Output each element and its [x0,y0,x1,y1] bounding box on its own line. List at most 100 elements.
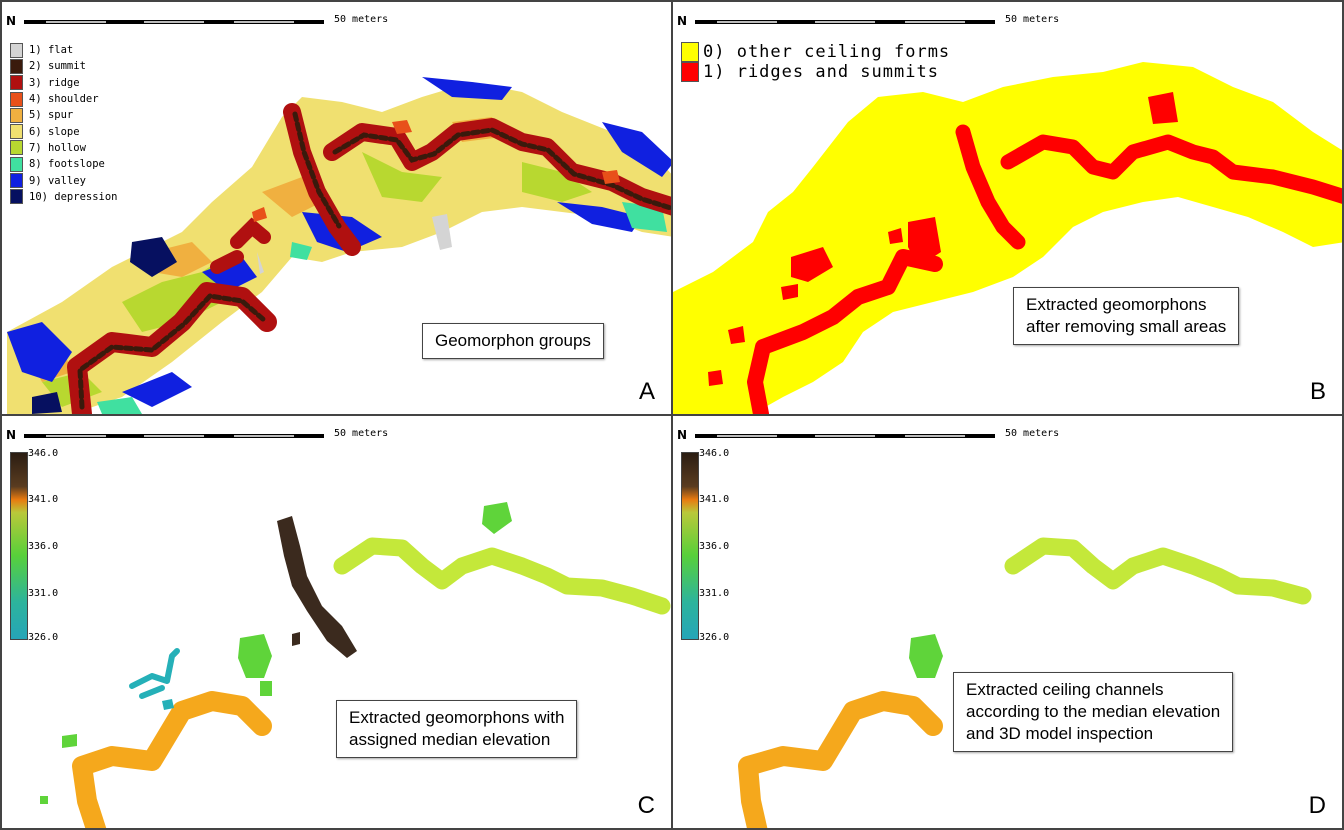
legend-label: 4) shoulder [29,93,99,106]
legend-item: 5) spur [10,107,118,123]
panel-b-extracted-geomorphons: N 50 meters 0) other ceiling forms 1) ri… [671,0,1344,416]
legend-swatch [10,75,23,91]
channel-orange [738,691,943,828]
legend-label: 5) spur [29,109,74,122]
legend-label: 1) flat [29,44,74,57]
terrain-depression [32,237,177,414]
scale-segment [46,21,106,23]
median-elevation-map [40,502,671,828]
geomorphon-map [7,77,671,414]
panel-caption: Geomorphon groups [422,323,604,360]
legend-item: 6) slope [10,123,118,140]
panel-a-geomorphon-groups: N 50 meters 1) flat 2) summit 3) ridge 4… [0,0,673,416]
scale-bar: N 50 meters [677,426,1097,448]
panel-c-median-elevation: N 50 meters 346.0 341.0 336.0 331.0 326.… [0,414,673,830]
panel-letter: D [1308,792,1326,819]
ridges-and-summits-area-2 [1000,134,1342,204]
channel-yellowgreen [333,537,671,615]
ridges-and-summits-area [747,249,943,414]
scale-segment [234,21,294,23]
legend-label: 1) ridges and summits [703,62,939,82]
scale-label: 50 meters [334,428,389,439]
channel-teal [129,648,180,699]
legend-label: 3) ridge [29,76,80,89]
channel-green [909,634,943,678]
legend-swatch [10,140,23,156]
legend-label: 0) other ceiling forms [703,42,951,62]
ridge-legend: 0) other ceiling forms 1) ridges and sum… [681,42,950,82]
colorbar-tick: 336.0 [699,541,730,552]
scale-label: 50 meters [1005,428,1060,439]
scale-bar-line [695,434,995,438]
legend-swatch [10,107,23,123]
legend-swatch [10,42,23,58]
scale-bar-line [695,20,995,24]
legend-label: 2) summit [29,60,86,73]
colorbar-tick: 336.0 [28,541,59,552]
channel-orange [72,691,272,828]
panel-d-ceiling-channels: N 50 meters 346.0 341.0 336.0 331.0 326.… [671,414,1344,830]
colorbar-tick: 331.0 [28,588,59,599]
scale-bar-line [24,20,324,24]
legend-label: 6) slope [29,125,80,138]
channel-dark [277,516,357,658]
elevation-colorbar [681,452,699,640]
legend-label: 9) valley [29,174,86,187]
scale-segment [144,21,204,23]
colorbar-tick: 341.0 [28,494,59,505]
colorbar-tick: 326.0 [699,632,730,643]
legend-swatch [10,58,23,74]
panel-caption: Extracted ceiling channels according to … [953,672,1234,753]
north-arrow-icon: N [677,14,688,28]
scale-segment [46,435,106,437]
summit-lines [77,111,671,410]
colorbar-tick: 341.0 [699,494,730,505]
legend-item: 1) flat [10,42,118,58]
colorbar-tick: 346.0 [699,448,730,459]
legend-item: 1) ridges and summits [681,62,950,82]
elevation-colorbar [10,452,28,640]
north-arrow-icon: N [677,428,688,442]
scale-segment [815,21,875,23]
scale-segment [234,435,294,437]
panel-letter: C [637,792,655,819]
scale-bar-line [24,434,324,438]
legend-label: 10) depression [29,190,118,203]
legend-swatch [681,62,699,82]
ridge-lines [67,282,277,414]
scale-label: 50 meters [1005,14,1060,25]
ridge-lines-4 [210,217,271,274]
ridges-and-summits-area-3 [955,124,1026,250]
legend-swatch [681,42,699,62]
legend-label: 7) hollow [29,141,86,154]
legend-swatch [10,124,23,140]
colorbar-tick: 346.0 [28,448,59,459]
panel-letter: A [638,378,655,405]
scale-bar: N 50 meters [6,426,426,448]
scale-bar: N 50 meters [6,12,426,34]
colorbar-tick: 326.0 [28,632,59,643]
legend-item: 4) shoulder [10,91,118,107]
legend-item: 10) depression [10,189,118,205]
scale-segment [905,21,965,23]
ridge-extraction-map [673,62,1342,414]
colorbar-tick: 331.0 [699,588,730,599]
legend-label: 8) footslope [29,158,105,171]
legend-swatch [10,91,23,107]
terrain-hollow [42,152,592,407]
legend-item: 2) summit [10,58,118,74]
legend-item: 8) footslope [10,156,118,172]
north-arrow-icon: N [6,428,17,442]
scale-segment [905,435,965,437]
legend-swatch [10,156,23,172]
scale-segment [717,435,777,437]
legend-swatch [10,189,23,205]
ceiling-channels-map [738,537,1312,828]
legend-item: 3) ridge [10,75,118,91]
legend-item: 0) other ceiling forms [681,42,950,62]
legend-item: 7) hollow [10,140,118,156]
scale-bar: N 50 meters [677,12,1097,34]
channel-yellowgreen [1004,537,1312,605]
scale-segment [717,21,777,23]
scale-segment [815,435,875,437]
